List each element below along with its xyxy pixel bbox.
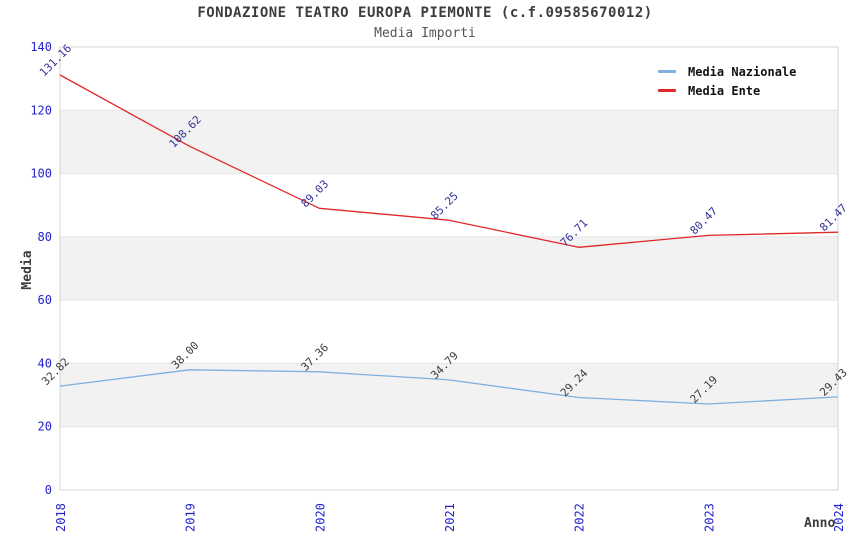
x-tick-label: 2019 [184,503,198,532]
y-tick-label: 60 [38,293,52,307]
legend-marker-media-nazionale-icon [658,70,676,73]
y-tick-label: 20 [38,420,52,434]
x-tick-label: 2021 [443,503,457,532]
x-tick-label: 2024 [832,503,846,532]
band [60,236,838,301]
x-tick-label: 2018 [54,503,68,532]
data-point-label: 89.03 [299,178,332,211]
y-tick-label: 140 [30,40,52,54]
legend: Media Nazionale Media Ente [658,62,796,100]
legend-label-media-ente: Media Ente [688,83,761,98]
series-line-media-ente [59,74,839,248]
band [60,363,838,427]
x-axis-title: Anno [804,516,836,531]
y-tick-label: 80 [38,230,52,244]
y-tick-label: 100 [30,167,52,181]
legend-item-media-ente: Media Ente [658,81,796,100]
x-tick-label: 2022 [573,503,587,532]
band [60,110,838,174]
data-point-label: 85.25 [428,189,461,222]
y-axis-title: Media [20,250,35,290]
data-point-label: 80.47 [688,205,721,238]
legend-label-media-nazionale: Media Nazionale [688,64,797,79]
chart-subtitle: Media Importi [374,26,476,41]
plot-border [59,46,839,491]
y-tick-label: 40 [38,356,52,370]
chart-title: FONDAZIONE TEATRO EUROPA PIEMONTE (c.f.0… [197,5,653,21]
x-tick-label: 2023 [702,503,716,532]
data-point-label: 81.47 [817,201,850,234]
legend-marker-media-ente-icon [658,89,676,92]
legend-item-media-nazionale: Media Nazionale [658,62,796,81]
x-tick-label: 2020 [313,503,327,532]
y-tick-label: 0 [45,483,52,497]
y-tick-label: 120 [30,103,52,117]
series-line-media-nazionale [59,369,839,405]
